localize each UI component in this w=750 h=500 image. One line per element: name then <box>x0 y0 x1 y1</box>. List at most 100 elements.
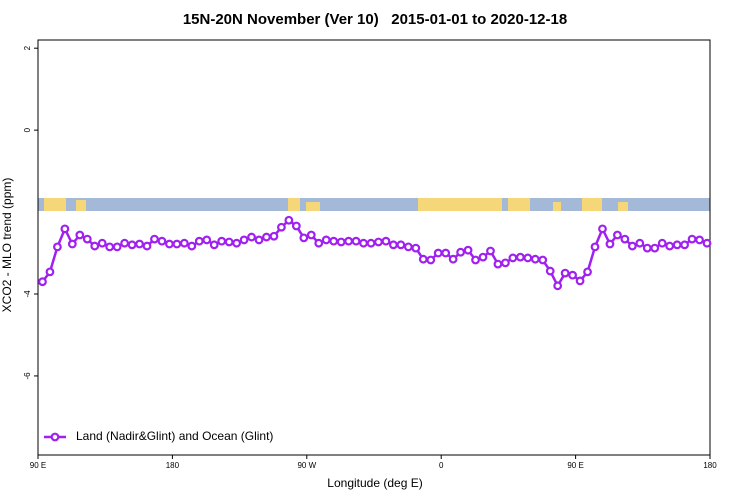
point <box>135 239 144 249</box>
point <box>209 240 219 250</box>
point <box>82 234 92 244</box>
point <box>90 241 100 251</box>
point <box>202 235 212 245</box>
point <box>665 241 675 251</box>
point <box>329 236 339 246</box>
point <box>374 237 383 247</box>
y-tick-label: -4 <box>23 290 32 298</box>
point <box>680 240 690 250</box>
point <box>501 258 510 268</box>
chart-title: 15N-20N November (Ver 10) 2015-01-01 to … <box>183 11 567 28</box>
point <box>67 239 77 249</box>
point <box>351 236 361 246</box>
point <box>262 232 271 242</box>
point <box>277 222 286 232</box>
point <box>142 241 152 251</box>
point <box>508 253 518 263</box>
point <box>403 242 413 252</box>
point <box>53 242 62 252</box>
point <box>523 253 533 263</box>
point <box>97 238 107 248</box>
point <box>194 236 204 246</box>
point <box>702 238 712 248</box>
point <box>605 239 615 249</box>
point <box>269 231 279 241</box>
point <box>306 230 316 240</box>
point <box>254 235 264 245</box>
point <box>217 236 227 246</box>
point <box>239 235 249 245</box>
point <box>411 243 421 253</box>
land-patch <box>76 200 86 211</box>
land-patch <box>306 202 320 211</box>
point <box>389 240 398 250</box>
point <box>441 248 451 258</box>
point <box>515 252 525 262</box>
point <box>642 243 652 253</box>
point <box>179 238 189 248</box>
x-axis-label: Longitude (deg E) <box>327 476 422 490</box>
point <box>172 239 182 249</box>
land-patch <box>553 202 561 211</box>
point <box>105 242 115 252</box>
point <box>575 276 585 286</box>
x-tick-label: 90 W <box>297 461 316 470</box>
legend-marker <box>50 432 60 442</box>
point <box>463 245 473 255</box>
point <box>75 230 85 240</box>
point <box>321 235 331 245</box>
point <box>672 240 682 250</box>
point <box>60 224 70 234</box>
point <box>247 232 256 242</box>
point <box>314 238 324 248</box>
land-patch <box>508 198 530 211</box>
land-patch <box>44 198 66 211</box>
point <box>627 241 637 251</box>
point <box>687 234 697 244</box>
point <box>568 270 578 280</box>
x-tick-label: 0 <box>439 461 444 470</box>
point <box>112 242 122 252</box>
point <box>38 277 47 287</box>
point <box>538 255 548 265</box>
point <box>456 247 466 257</box>
y-tick-label: 0 <box>23 127 32 132</box>
y-tick-label: 2 <box>23 45 32 50</box>
series-line <box>41 218 708 289</box>
point <box>486 246 495 256</box>
point <box>433 248 443 258</box>
point <box>530 254 540 264</box>
point <box>583 267 592 277</box>
point <box>560 268 570 278</box>
land-patch <box>288 198 300 211</box>
point <box>291 221 301 231</box>
map-strip <box>38 198 710 211</box>
land-patch <box>618 202 628 211</box>
point <box>695 235 704 245</box>
point <box>650 243 660 253</box>
point <box>165 239 174 249</box>
point <box>232 238 242 248</box>
point <box>157 236 167 246</box>
point <box>426 255 436 265</box>
point <box>598 224 607 234</box>
point <box>336 237 346 247</box>
point <box>613 230 622 240</box>
point <box>635 238 645 248</box>
point <box>45 267 55 277</box>
land-patch <box>582 198 602 211</box>
point <box>120 238 130 248</box>
point <box>396 240 406 250</box>
land-patch <box>418 198 502 211</box>
y-tick-label: -6 <box>23 372 32 380</box>
point <box>545 266 555 276</box>
point <box>553 281 563 291</box>
point <box>359 238 368 248</box>
x-tick-label: 90 E <box>567 461 583 470</box>
point <box>471 255 480 265</box>
legend-label: Land (Nadir&Glint) and Ocean (Glint) <box>76 429 273 443</box>
plot-frame <box>37 39 711 456</box>
point <box>620 234 630 244</box>
